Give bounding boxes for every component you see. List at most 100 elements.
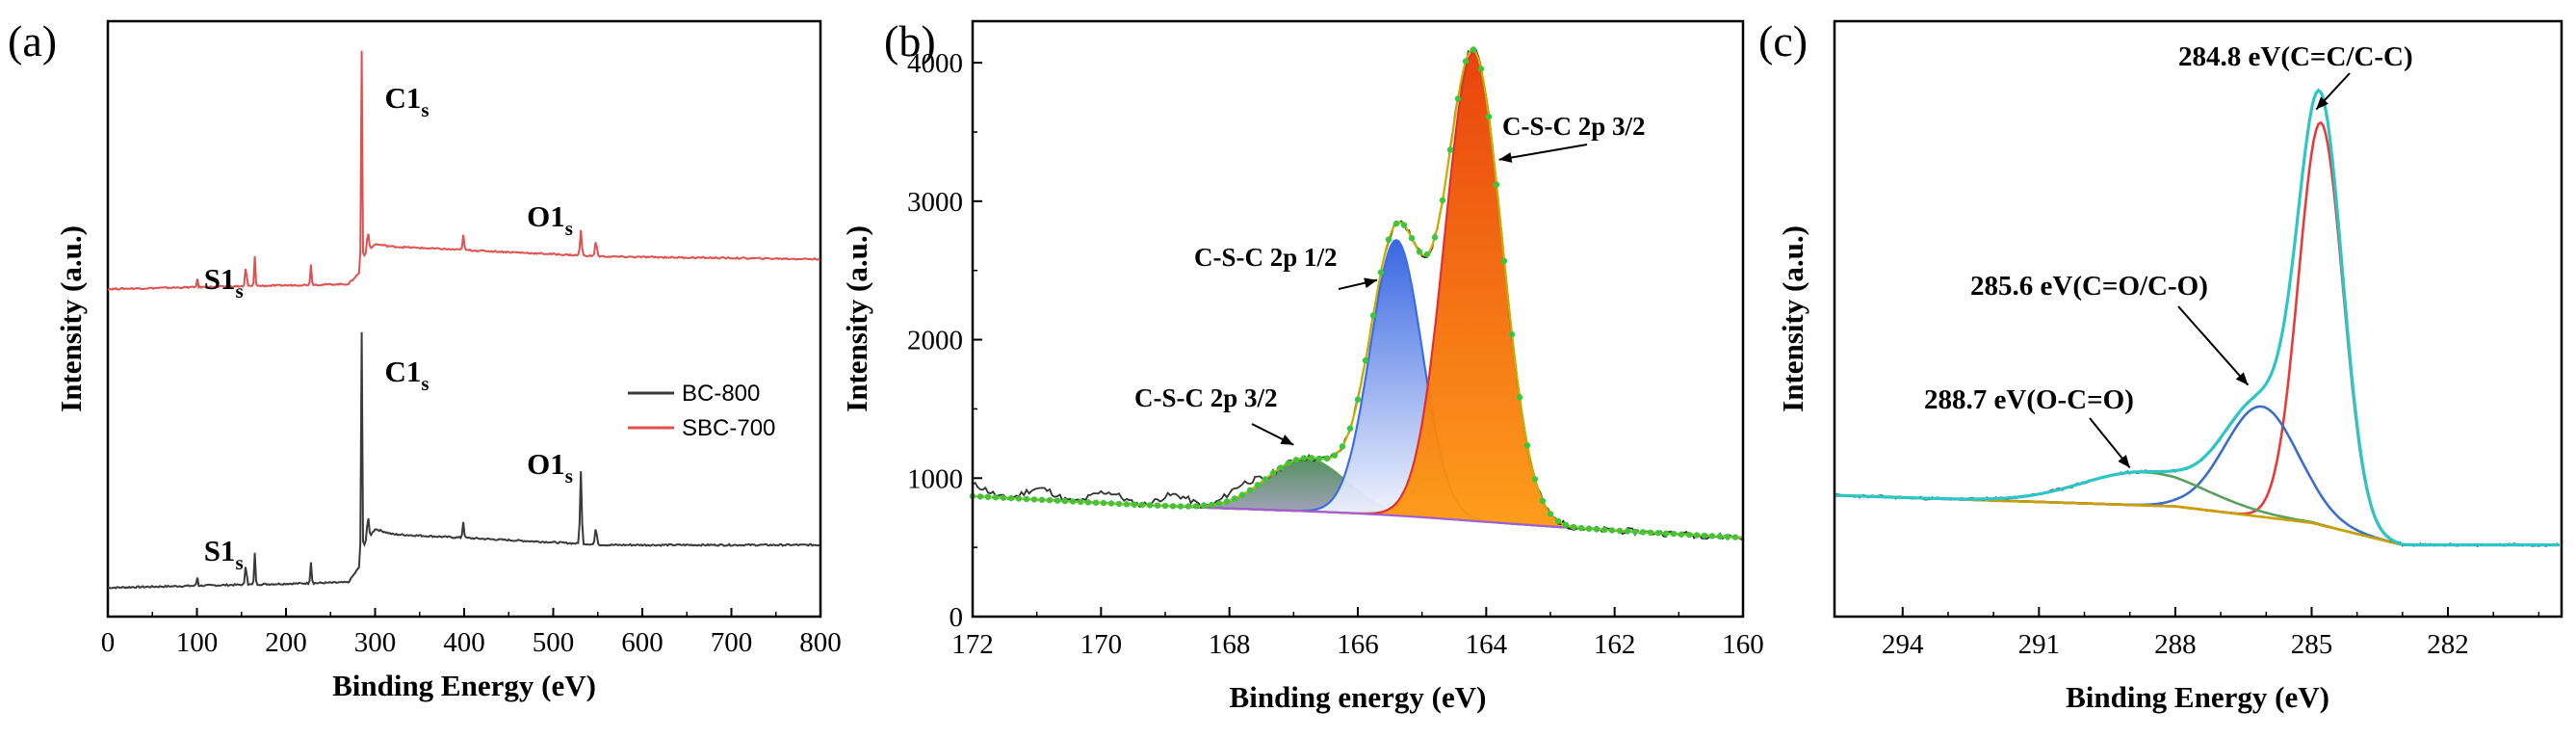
x-tick-label: 800: [799, 627, 842, 658]
fit-marker: [1254, 482, 1262, 488]
x-tick-label: 0: [101, 627, 116, 658]
fit-marker: [1146, 502, 1154, 509]
x-tick-label: 200: [265, 627, 307, 658]
fit-marker: [1038, 496, 1046, 503]
panel-a: (a) 0 100 200 300 400 500 600 700 800 C1s S1s O1s C…: [8, 16, 842, 702]
x-tick-label: 100: [176, 627, 219, 658]
fit-marker: [992, 494, 1000, 501]
x-tick-label: 168: [1209, 629, 1251, 660]
fit-marker: [1030, 496, 1038, 503]
fit-marker: [1084, 499, 1092, 506]
fit-marker: [1046, 497, 1054, 504]
x-tick-label: 700: [711, 627, 753, 658]
fit-marker: [1654, 530, 1662, 537]
annotation-arrow-head: [1364, 277, 1377, 288]
x-tick-label: 291: [2018, 629, 2061, 660]
fit-marker: [1061, 497, 1069, 505]
peak-annotation-label: C-S-C 2p 1/2: [1194, 243, 1338, 272]
raw-data-line: [1834, 88, 2561, 548]
fit-marker: [1570, 523, 1577, 531]
peak-annotation-label: 284.8 eV(C=C/C-C): [2178, 41, 2413, 72]
fit-marker: [1616, 527, 1624, 535]
fit-marker: [1716, 533, 1724, 540]
x-tick-label: 172: [951, 629, 994, 660]
x-tick-label: 300: [354, 627, 397, 658]
panel-c-xlabel: Binding Energy (eV): [2066, 680, 2329, 714]
legend-label-bc800: BC-800: [682, 381, 760, 407]
fit-marker: [1600, 526, 1608, 534]
fit-marker: [1416, 249, 1423, 255]
fit-marker: [1292, 457, 1300, 463]
series-line-sbc-700: [107, 50, 820, 291]
fit-marker: [1123, 501, 1131, 508]
panel-b-xlabel: Binding energy (eV): [1230, 680, 1487, 714]
panel-b-ylabel: Intensity (a.u.): [840, 225, 873, 412]
fit-marker: [1508, 330, 1516, 338]
fit-marker: [1054, 497, 1061, 504]
peak-annotation-label: C-S-C 2p 3/2: [1502, 112, 1646, 141]
fit-marker: [1408, 234, 1416, 242]
fit-marker: [1493, 181, 1500, 188]
component-line-0: [1834, 120, 2560, 546]
fit-marker: [1231, 495, 1238, 502]
panel-a-ylabel: Intensity (a.u.): [54, 225, 88, 412]
annotation-arrow-head: [1498, 152, 1513, 163]
fit-marker: [1554, 517, 1562, 524]
fit-marker: [1246, 487, 1254, 494]
peak-label: S1s: [204, 262, 244, 303]
fit-marker: [1423, 250, 1431, 258]
y-tick-label: 1000: [907, 463, 963, 494]
x-tick-label: 600: [621, 627, 664, 658]
panel-c-label: (c): [1758, 16, 1808, 66]
fit-marker: [1362, 357, 1369, 364]
peak-label: C1s: [384, 81, 429, 121]
peak-annotation-label: C-S-C 2p 3/2: [1134, 383, 1278, 412]
x-tick-label: 400: [443, 627, 485, 658]
fit-marker: [1439, 197, 1446, 204]
fit-marker: [976, 493, 984, 500]
fit-marker: [1462, 58, 1470, 65]
fit-marker: [1208, 501, 1215, 509]
fit-marker: [1539, 497, 1547, 505]
annotation-arrow-head: [2118, 455, 2130, 468]
fit-marker: [1069, 498, 1077, 505]
series-line-bc-800: [107, 331, 820, 590]
fit-marker: [1431, 234, 1439, 241]
x-tick-label: 162: [1594, 629, 1636, 660]
fit-marker: [1077, 498, 1084, 506]
fit-marker: [1154, 502, 1161, 509]
fit-marker: [1262, 476, 1269, 483]
annotation-arrow-line: [1498, 144, 1588, 161]
fit-marker: [1377, 269, 1385, 276]
fit-marker: [1000, 494, 1007, 501]
fit-marker: [1485, 113, 1493, 120]
peak-label: O1s: [527, 199, 573, 240]
baseline-line: [1834, 493, 2560, 546]
fit-marker: [1523, 442, 1531, 449]
fit-marker: [1631, 528, 1639, 536]
fit-marker: [1339, 443, 1346, 450]
x-tick-label: 288: [2154, 629, 2197, 660]
fit-marker: [1308, 455, 1315, 461]
fit-marker: [1708, 533, 1716, 540]
fit-marker: [1639, 529, 1647, 536]
panel-a-legend: BC-800 SBC-700: [628, 381, 775, 441]
annotation-arrow-head: [2235, 372, 2249, 385]
panel-c-frame: [1833, 19, 2563, 619]
fit-marker: [1593, 526, 1600, 533]
y-tick-label: 4000: [907, 48, 963, 79]
fit-marker: [1092, 499, 1100, 506]
peak-label: O1s: [527, 447, 573, 488]
fit-marker: [1007, 494, 1015, 502]
annotation-arrow-head: [1280, 435, 1294, 445]
x-tick-label: 170: [1080, 629, 1123, 660]
fit-marker: [1277, 464, 1285, 471]
fit-marker: [1200, 502, 1208, 510]
fit-marker: [1215, 500, 1223, 507]
peak-label: C1s: [384, 355, 429, 395]
peak-annotation-label: 285.6 eV(C=O/C-O): [1970, 271, 2208, 302]
fit-marker: [1477, 66, 1485, 72]
fit-marker: [1285, 460, 1292, 466]
fit-marker: [1400, 222, 1408, 228]
